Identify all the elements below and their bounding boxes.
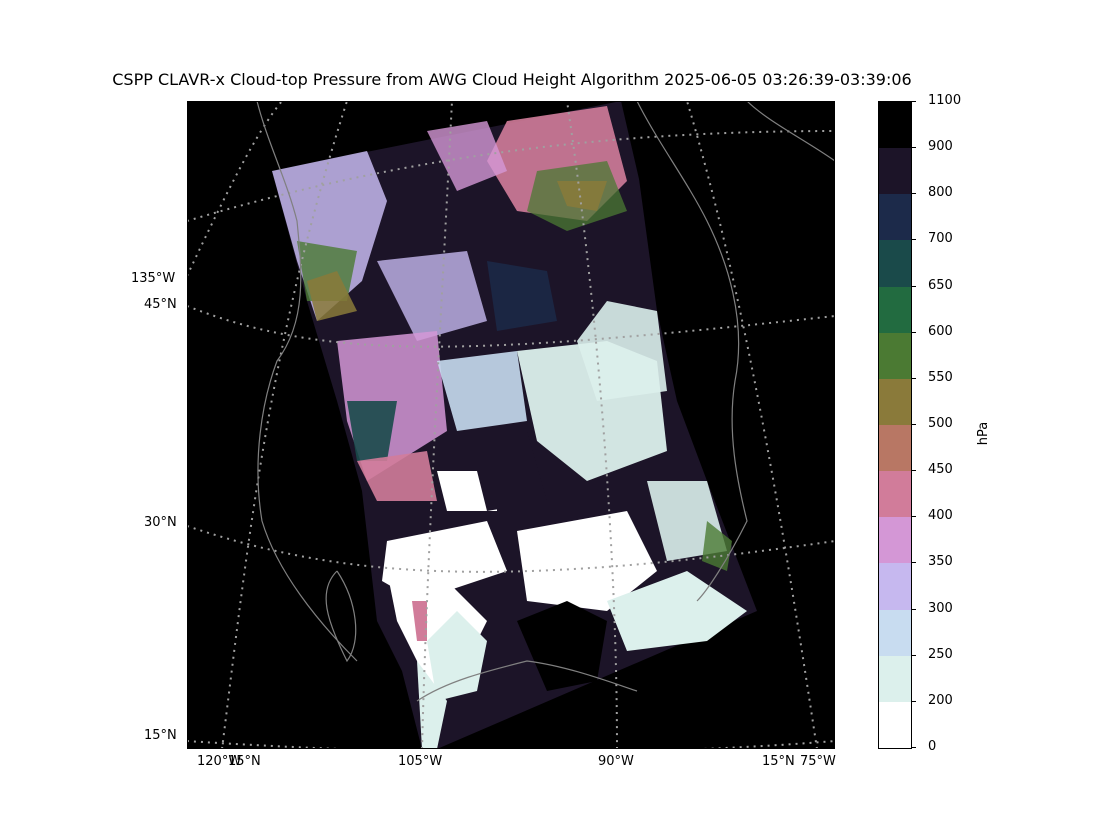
- coastline-gulf: [416, 660, 638, 702]
- lon-label-105w: 105°W: [398, 754, 443, 769]
- lat-label-15n-bottom: 15°N: [228, 754, 261, 769]
- colorbar-tick-mark: [911, 424, 916, 425]
- map-svg: [187, 101, 835, 749]
- coastlines: [256, 101, 835, 702]
- lat-label-30n: 30°N: [144, 515, 177, 530]
- colorbar: [878, 101, 912, 749]
- figure-title: CSPP CLAVR-x Cloud-top Pressure from AWG…: [112, 70, 912, 89]
- colorbar-tick-mark: [911, 193, 916, 195]
- cloud-swath: [272, 101, 757, 749]
- colorbar-segment: [879, 655, 911, 703]
- coastline-baja: [325, 570, 357, 663]
- colorbar-tick-mark: [911, 516, 916, 518]
- map-border: [187, 101, 835, 749]
- graticule-line-45n: [187, 305, 835, 348]
- colorbar-tick-label: 650: [928, 277, 953, 293]
- colorbar-tick-label: 400: [928, 508, 953, 524]
- lon-label-75w: 75°W: [800, 754, 836, 769]
- graticule: [187, 101, 835, 749]
- colorbar-segment: [879, 102, 911, 149]
- colorbar-tick-mark: [911, 747, 916, 748]
- map-panel: [187, 101, 835, 749]
- colorbar-tick-label: 550: [928, 369, 953, 385]
- colorbar-tick-label: 800: [928, 185, 953, 201]
- colorbar-tick-label: 0: [928, 739, 937, 754]
- lon-label-90w: 90°W: [598, 754, 634, 769]
- colorbar-segment: [879, 563, 911, 611]
- coastline-north: [746, 101, 835, 162]
- colorbar-segment: [879, 471, 911, 518]
- colorbar-segment: [879, 701, 911, 749]
- colorbar-segment: [879, 378, 911, 426]
- colorbar-tick-label: 350: [928, 554, 953, 570]
- colorbar-segment: [879, 425, 911, 472]
- colorbar-tick-mark: [911, 470, 916, 472]
- lon-label-135w: 135°W: [131, 271, 176, 286]
- colorbar-segment: [879, 517, 911, 564]
- lat-label-15n: 15°N: [144, 728, 177, 743]
- colorbar-tick-label: 250: [928, 646, 953, 662]
- colorbar-segment: [879, 240, 911, 288]
- colorbar-tick-mark: [911, 700, 916, 702]
- colorbar-tick-mark: [911, 608, 916, 610]
- colorbar-tick-label: 200: [928, 692, 953, 708]
- colorbar-tick-label: 1100: [928, 93, 962, 108]
- coastline-atlantic: [636, 101, 748, 602]
- coastline-pacific: [256, 101, 358, 662]
- lon-label-120w: 120°W: [197, 754, 242, 769]
- colorbar-tick-mark: [911, 377, 916, 379]
- colorbar-tick-label: 500: [928, 416, 953, 431]
- colorbar-tick-mark: [911, 654, 916, 656]
- graticule-line-60n: [187, 130, 835, 222]
- colorbar-unit-label: hPa: [976, 421, 992, 446]
- colorbar-tick-label: 600: [928, 323, 953, 339]
- graticule-line-90w: [566, 101, 618, 749]
- colorbar-tick-mark: [911, 101, 916, 102]
- colorbar-tick-mark: [911, 562, 916, 564]
- colorbar-tick-label: 300: [928, 600, 953, 616]
- colorbar-tick-label: 450: [928, 462, 953, 478]
- colorbar-segment: [879, 148, 911, 195]
- colorbar-tick-mark: [911, 331, 916, 333]
- colorbar-tick-label: 700: [928, 231, 953, 247]
- graticule-line-105w: [421, 101, 453, 749]
- colorbar-segment: [879, 332, 911, 380]
- colorbar-tick-mark: [911, 147, 916, 149]
- colorbar-segment: [879, 194, 911, 241]
- graticule-line-135w: [187, 101, 283, 277]
- colorbar-segment: [879, 609, 911, 657]
- colorbar-tick-mark: [911, 239, 916, 241]
- colorbar-segment: [879, 286, 911, 334]
- colorbar-tick-label: 900: [928, 139, 953, 155]
- lat-label-15n-right: 15°N: [762, 754, 795, 769]
- colorbar-tick-mark: [911, 285, 916, 287]
- graticule-line-120w: [221, 101, 348, 749]
- lat-label-45n: 45°N: [144, 297, 177, 312]
